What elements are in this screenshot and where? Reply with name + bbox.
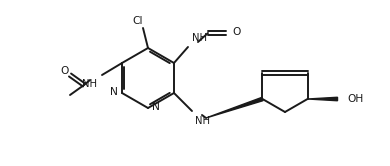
- Text: OH: OH: [347, 94, 364, 104]
- Polygon shape: [206, 97, 263, 118]
- Text: N: N: [152, 102, 160, 112]
- Text: NH: NH: [82, 79, 97, 89]
- Text: NH: NH: [192, 33, 207, 43]
- Text: Cl: Cl: [133, 16, 143, 26]
- Text: NH: NH: [195, 116, 210, 126]
- Text: O: O: [232, 27, 240, 37]
- Text: O: O: [61, 66, 69, 76]
- Text: N: N: [110, 87, 118, 97]
- Polygon shape: [308, 97, 337, 101]
